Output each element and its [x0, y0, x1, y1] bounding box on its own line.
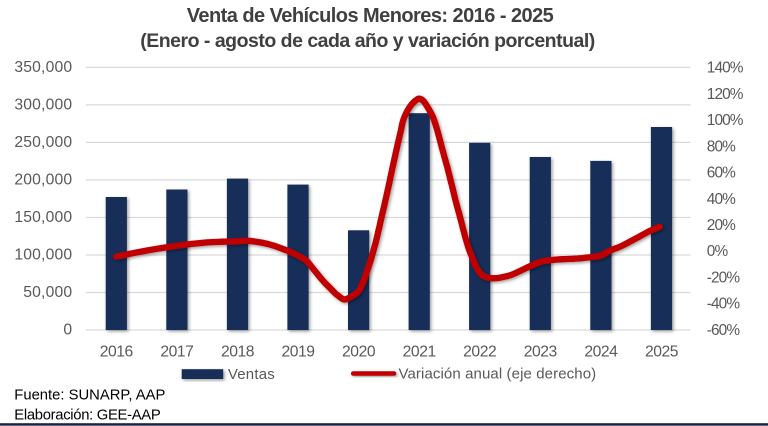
svg-text:Venta de Vehículos Menores: 20: Venta de Vehículos Menores: 2016 - 2025 [187, 5, 554, 27]
svg-text:2023: 2023 [524, 344, 558, 361]
svg-text:200,000: 200,000 [14, 172, 72, 189]
svg-text:40%: 40% [707, 191, 736, 208]
svg-text:2022: 2022 [463, 344, 496, 361]
svg-text:0: 0 [63, 322, 72, 339]
svg-text:100,000: 100,000 [14, 247, 72, 264]
svg-text:20%: 20% [707, 217, 736, 234]
svg-text:2019: 2019 [281, 344, 314, 361]
svg-text:Variación anual (eje derecho): Variación anual (eje derecho) [399, 366, 597, 383]
svg-text:120%: 120% [707, 86, 744, 103]
svg-text:2016: 2016 [100, 344, 134, 361]
svg-text:-60%: -60% [707, 322, 741, 339]
svg-text:2018: 2018 [221, 344, 255, 361]
svg-text:(Enero - agosto de cada año y: (Enero - agosto de cada año y variación … [140, 30, 595, 52]
svg-text:Fuente: SUNARP, AAP: Fuente: SUNARP, AAP [14, 388, 165, 404]
svg-text:60%: 60% [707, 165, 736, 182]
svg-text:Ventas: Ventas [228, 366, 275, 383]
svg-text:50,000: 50,000 [23, 284, 72, 301]
svg-text:Elaboración: GEE-AAP: Elaboración: GEE-AAP [14, 408, 161, 424]
svg-text:2017: 2017 [160, 344, 193, 361]
svg-text:-40%: -40% [707, 296, 741, 313]
svg-text:350,000: 350,000 [14, 59, 72, 76]
svg-text:2024: 2024 [584, 344, 618, 361]
svg-text:250,000: 250,000 [14, 134, 72, 151]
svg-text:2020: 2020 [342, 344, 376, 361]
svg-text:100%: 100% [707, 112, 744, 129]
svg-text:2021: 2021 [403, 344, 436, 361]
svg-text:80%: 80% [707, 138, 736, 155]
svg-text:0%: 0% [707, 243, 729, 260]
svg-text:-20%: -20% [707, 269, 741, 286]
svg-text:150,000: 150,000 [14, 209, 72, 226]
svg-text:2025: 2025 [645, 344, 679, 361]
svg-text:140%: 140% [707, 60, 744, 77]
svg-text:300,000: 300,000 [14, 97, 72, 114]
